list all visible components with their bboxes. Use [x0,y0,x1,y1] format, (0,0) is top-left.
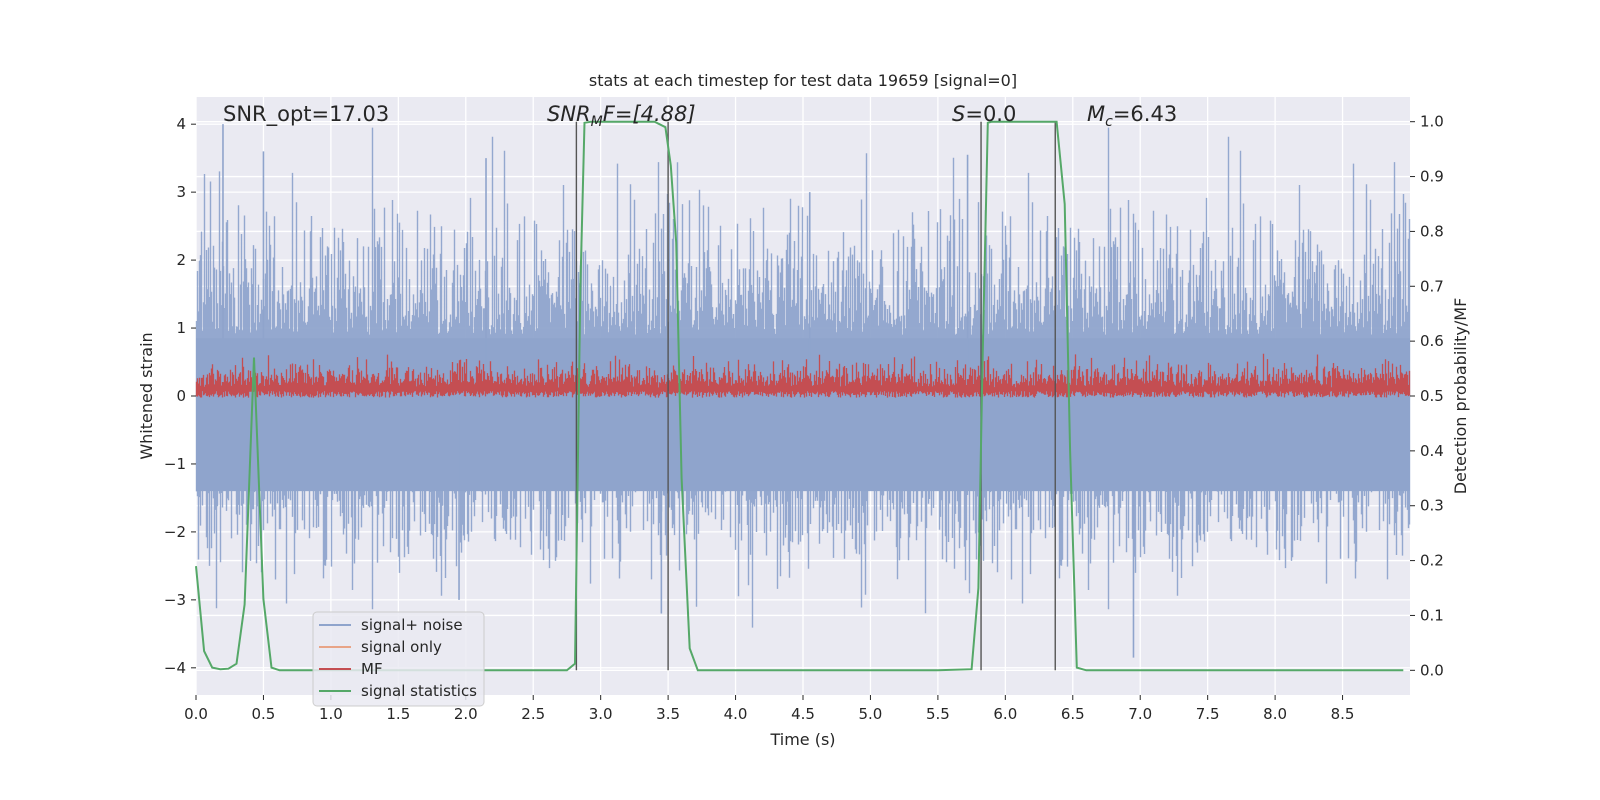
y-tick-label: 2 [176,251,186,269]
mf-series [195,353,1411,398]
x-tick-label: 3.5 [656,705,680,723]
legend-label-mf: MF [361,660,383,678]
y-right-axis-label: Detection probability/MF [1451,298,1470,495]
snr-opt-annotation: SNR_opt=17.03 [223,102,389,127]
y-right-tick-label: 0.1 [1420,606,1444,624]
x-axis-label: Time (s) [769,730,835,749]
y-tick-label: −4 [164,659,186,677]
y-right-tick-label: 1.0 [1420,113,1444,131]
x-tick-label: 6.0 [993,705,1017,723]
x-tick-label: 7.5 [1196,705,1220,723]
y-tick-label: 3 [176,183,186,201]
x-tick-label: 1.0 [319,705,343,723]
signal-noise-band [196,338,1410,492]
y-right-tick-label: 0.3 [1420,497,1444,515]
y-tick-label: 0 [176,387,186,405]
y-tick-label: 4 [176,115,186,133]
x-tick-label: 1.5 [386,705,410,723]
y-tick-label: −3 [164,591,186,609]
x-tick-label: 8.5 [1331,705,1355,723]
y-right-tick-label: 0.4 [1420,442,1444,460]
y-right-tick-label: 0.6 [1420,332,1444,350]
chart-title: stats at each timestep for test data 196… [589,71,1017,90]
y-right-tick-label: 0.5 [1420,387,1444,405]
legend-box [312,611,485,707]
x-tick-label: 8.0 [1263,705,1287,723]
y-tick-label: 1 [176,319,186,337]
x-tick-label: 2.0 [454,705,478,723]
snr-mf-annotation: SNRMF=[4.88] [547,102,696,130]
y-axis-ticks: 4 3 2 1 0 −1 −2 −3 −4 [164,115,196,677]
y-right-tick-label: 0.0 [1420,661,1444,679]
y-tick-label: −2 [164,523,186,541]
x-tick-label: 7.0 [1128,705,1152,723]
signal-noise-series [195,124,1411,658]
s-annotation: S=0.0 [952,102,1016,126]
y-right-tick-label: 0.7 [1420,277,1444,295]
x-tick-label: 3.0 [589,705,613,723]
y-right-tick-label: 0.9 [1420,168,1444,186]
x-tick-label: 0.0 [184,705,208,723]
mf-line [195,353,1411,398]
signal-statistics-series [195,120,1404,672]
x-tick-label: 5.5 [926,705,950,723]
x-tick-label: 2.5 [521,705,545,723]
y-axis-label: Whitened strain [137,332,156,459]
signal-statistics-line [195,120,1404,672]
x-tick-label: 0.5 [252,705,276,723]
legend-label-signal-statistics: signal statistics [361,682,477,700]
y-right-tick-label: 0.2 [1420,552,1444,570]
legend-label-signal-only: signal only [361,638,442,656]
y-right-tick-label: 0.8 [1420,222,1444,240]
x-tick-label: 4.5 [791,705,815,723]
x-tick-label: 6.5 [1061,705,1085,723]
x-tick-label: 5.0 [859,705,883,723]
x-axis-ticks: 0.0 0.5 1.0 1.5 2.0 2.5 3.0 3.5 4.0 4.5 5.0 5.5 6.0 6… [184,695,1354,723]
y-tick-label: −1 [164,455,186,473]
x-tick-label: 4.0 [724,705,748,723]
mc-annotation: Mc=6.43 [1087,102,1177,130]
legend: signal+ noise signal only MF signal stat… [312,611,485,707]
y-right-axis-ticks: 1.0 0.9 0.8 0.7 0.6 0.5 0.4 0.3 0.2 0.1 0.0 [1410,113,1444,679]
legend-label-signal-noise: signal+ noise [361,616,463,634]
